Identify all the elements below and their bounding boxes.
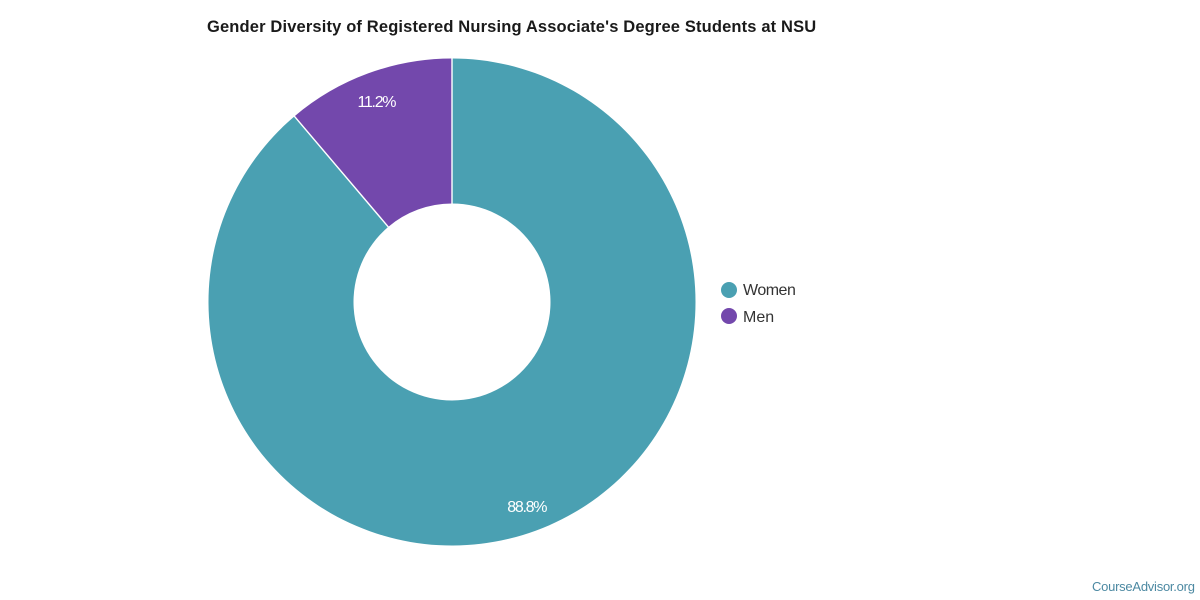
svg-text:88.8%: 88.8% <box>507 499 547 516</box>
svg-text:11.2%: 11.2% <box>358 94 397 111</box>
